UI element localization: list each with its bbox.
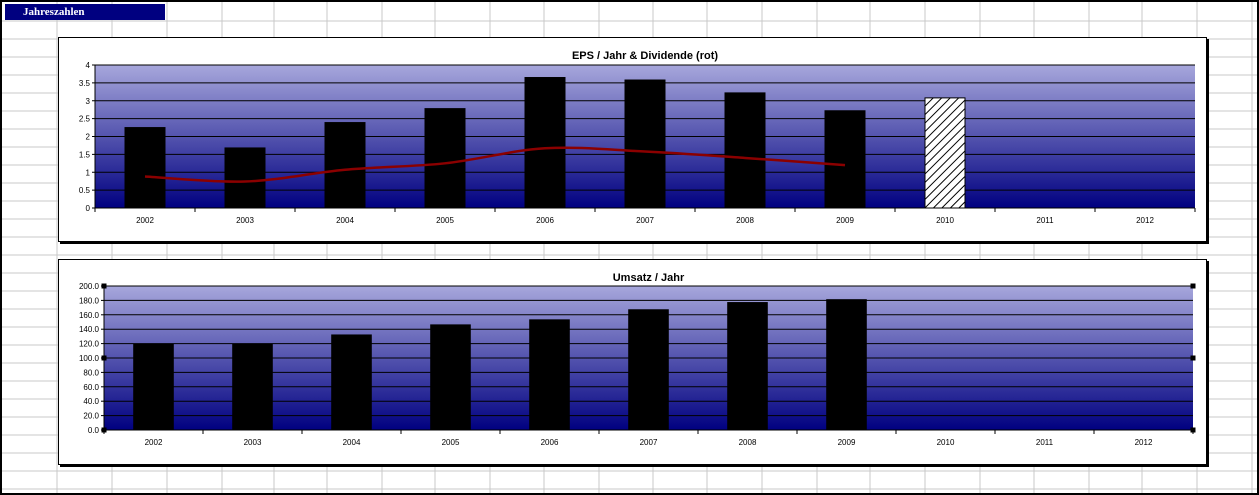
x-tick-label: 2011 <box>1036 438 1054 447</box>
bar-2005[interactable] <box>430 324 471 431</box>
y-tick-label: 2.5 <box>79 115 91 124</box>
bar-2003[interactable] <box>232 343 273 431</box>
y-tick-label: 20.0 <box>83 412 99 421</box>
y-tick-label: 1 <box>86 168 91 177</box>
x-tick-label: 2009 <box>838 438 856 447</box>
y-tick-label: 140.0 <box>79 325 100 334</box>
bar-2008[interactable] <box>727 302 768 431</box>
y-tick-label: 120.0 <box>79 340 100 349</box>
y-tick-label: 3 <box>86 97 91 106</box>
x-tick-label: 2003 <box>236 216 254 225</box>
bar-2003[interactable] <box>224 147 266 209</box>
bar-2006[interactable] <box>524 77 566 209</box>
x-tick-label: 2008 <box>739 438 757 447</box>
bar-2007[interactable] <box>628 309 669 431</box>
umsatz-chart[interactable]: Umsatz / Jahr 0.0 20.0 40.0 60.0 80.0 100.0 12… <box>58 259 1207 465</box>
y-tick-label: 1.5 <box>79 150 91 159</box>
bar-2007[interactable] <box>624 79 666 209</box>
y-tick-label: 2 <box>86 133 91 142</box>
bar-2002[interactable] <box>133 343 174 431</box>
x-tick-label: 2012 <box>1136 216 1154 225</box>
chart-title: EPS / Jahr & Dividende (rot) <box>572 50 718 62</box>
x-tick-label: 2009 <box>836 216 854 225</box>
y-tick-label: 0 <box>86 204 91 213</box>
x-tick-label: 2011 <box>1036 216 1054 225</box>
x-tick-label: 2005 <box>442 438 460 447</box>
x-tick-label: 2006 <box>541 438 559 447</box>
x-tick-label: 2002 <box>136 216 154 225</box>
dividend-line[interactable] <box>144 146 846 183</box>
bar-2004[interactable] <box>331 334 372 431</box>
umsatz-chart-svg: Umsatz / Jahr 0.0 20.0 40.0 60.0 80.0 100.0 12… <box>79 272 1196 447</box>
x-tick-label: 2005 <box>436 216 454 225</box>
y-tick-label: 200.0 <box>79 282 100 291</box>
bar-2005[interactable] <box>424 108 466 209</box>
bar-2008[interactable] <box>724 92 766 209</box>
y-tick-label: 180.0 <box>79 296 100 305</box>
x-tick-label: 2010 <box>937 438 955 447</box>
bar-2009[interactable] <box>824 110 866 209</box>
bar-2009[interactable] <box>826 299 867 431</box>
x-tick-label: 2007 <box>640 438 658 447</box>
y-tick-label: 100.0 <box>79 354 100 363</box>
x-tick-label: 2008 <box>736 216 754 225</box>
x-tick-label: 2010 <box>936 216 954 225</box>
selection-handle[interactable] <box>101 283 107 289</box>
bar-2004[interactable] <box>324 122 366 209</box>
x-tick-label: 2002 <box>145 438 163 447</box>
eps-chart-svg: EPS / Jahr & Dividende (rot) 0 0.5 1 1.5 2 2.… <box>79 50 1196 225</box>
y-tick-label: 3.5 <box>79 79 91 88</box>
eps-chart[interactable]: EPS / Jahr & Dividende (rot) 0 0.5 1 1.5 2 2.… <box>58 37 1207 242</box>
sheet-title-cell[interactable]: Jahreszahlen <box>5 4 165 20</box>
x-tick-label: 2007 <box>636 216 654 225</box>
x-tick-label: 2006 <box>536 216 554 225</box>
bar-2002[interactable] <box>124 127 166 209</box>
y-tick-label: 40.0 <box>83 397 99 406</box>
chart-title: Umsatz / Jahr <box>613 272 685 284</box>
x-tick-label: 2003 <box>244 438 262 447</box>
y-tick-label: 4 <box>86 61 91 70</box>
y-tick-label: 60.0 <box>83 383 99 392</box>
x-tick-label: 2004 <box>343 438 361 447</box>
y-tick-label: 0.0 <box>88 426 100 435</box>
bar-2010[interactable] <box>924 97 966 209</box>
x-tick-label: 2004 <box>336 216 354 225</box>
selection-handle[interactable] <box>101 355 107 361</box>
y-tick-label: 80.0 <box>83 368 99 377</box>
selection-handle[interactable] <box>101 427 107 433</box>
selection-handle[interactable] <box>1190 427 1196 433</box>
selection-handle[interactable] <box>1190 355 1196 361</box>
bar-2006[interactable] <box>529 319 570 431</box>
y-tick-label: 160.0 <box>79 311 100 320</box>
y-tick-label: 0.5 <box>79 186 91 195</box>
x-tick-label: 2012 <box>1135 438 1153 447</box>
selection-handle[interactable] <box>1190 283 1196 289</box>
